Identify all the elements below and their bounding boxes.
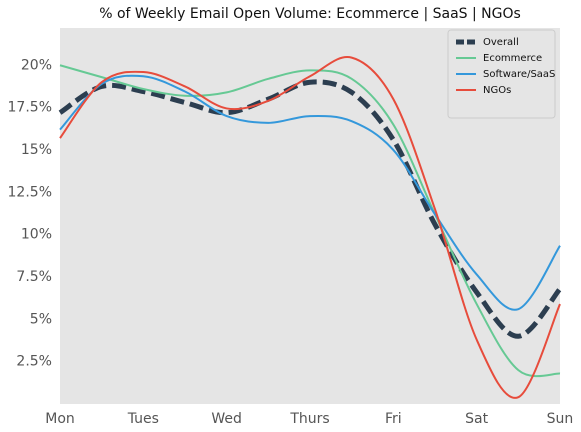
chart-title: % of Weekly Email Open Volume: Ecommerce… bbox=[99, 6, 521, 22]
y-tick-label: 5% bbox=[30, 311, 52, 327]
y-tick-label: 15% bbox=[21, 142, 52, 158]
x-tick-label: Sat bbox=[465, 411, 488, 427]
x-tick-label: Fri bbox=[385, 411, 402, 427]
y-tick-label: 20% bbox=[21, 57, 52, 73]
series-line bbox=[58, 79, 562, 339]
y-tick-label: 12.5% bbox=[8, 184, 52, 200]
series-line bbox=[59, 56, 561, 399]
legend-label: Overall bbox=[483, 37, 519, 48]
y-tick-label: 17.5% bbox=[8, 100, 52, 116]
legend-label: NGOs bbox=[483, 85, 511, 96]
legend-label: Ecommerce bbox=[483, 53, 542, 64]
x-tick-label: Mon bbox=[45, 411, 75, 427]
series-line bbox=[59, 74, 561, 311]
y-tick-label: 7.5% bbox=[16, 269, 52, 285]
x-tick-label: Sun bbox=[547, 411, 574, 427]
x-tick-label: Thurs bbox=[289, 411, 329, 427]
y-tick-label: 2.5% bbox=[16, 354, 52, 370]
legend-label: Software/SaaS bbox=[483, 69, 555, 80]
legend-box bbox=[447, 29, 556, 119]
y-tick-label: 10% bbox=[21, 227, 52, 243]
x-tick-label: Wed bbox=[211, 411, 242, 427]
x-tick-label: Tues bbox=[127, 411, 159, 427]
legend: Overall Ecommerce Software/SaaS NGOs bbox=[447, 29, 556, 119]
